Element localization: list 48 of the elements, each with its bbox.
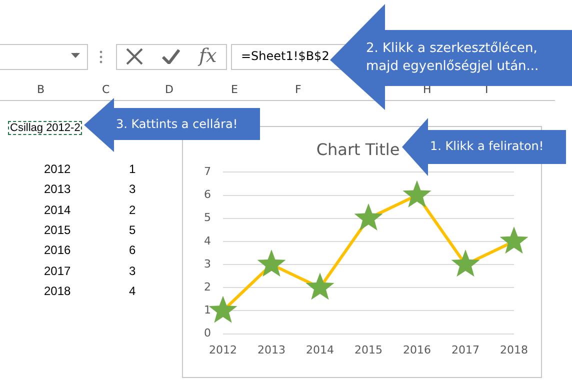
- text: =Sheet1!$B$2: [241, 49, 330, 63]
- text: 2014: [44, 202, 71, 217]
- text: D: [165, 83, 174, 96]
- text: 1: [129, 162, 136, 176]
- y-tick-label: 7: [204, 165, 211, 178]
- y-tick-label: 2: [204, 280, 211, 294]
- text: Csillag 2012-2: [8, 121, 82, 135]
- text: 3: [129, 182, 136, 196]
- text: 3: [129, 264, 136, 278]
- text: fx: [199, 45, 217, 67]
- y-tick-label: 3: [204, 257, 211, 270]
- text: E: [231, 83, 238, 96]
- text: B: [37, 83, 45, 96]
- point: [208, 296, 238, 323]
- point: [257, 250, 286, 277]
- text: 2015: [44, 222, 71, 237]
- text: 4: [129, 284, 136, 298]
- x-tick-label: 2018: [500, 343, 528, 356]
- point: [500, 226, 528, 254]
- text: 5: [129, 222, 136, 237]
- point: [402, 180, 432, 208]
- y-tick-label: 6: [204, 188, 211, 202]
- y-tick-label: 4: [204, 234, 211, 248]
- text: 2016: [44, 243, 71, 258]
- y-tick-label: 0: [204, 326, 211, 340]
- text: 2017: [44, 264, 71, 278]
- point: [354, 203, 383, 231]
- point: [306, 272, 334, 300]
- text: C: [102, 83, 110, 96]
- text: 1. Klikk a feliraton!: [430, 139, 544, 153]
- chart-title: Chart Title: [316, 140, 400, 159]
- text: 2: [129, 202, 136, 217]
- text: 6: [129, 243, 136, 258]
- x-tick-label: 2015: [354, 343, 382, 356]
- x-tick-label: 2017: [452, 343, 480, 356]
- text: 3. Kattints a cellára!: [116, 117, 238, 131]
- x-tick-label: 2014: [306, 343, 334, 356]
- x-tick-label: 2012: [209, 343, 237, 356]
- text: 2013: [44, 182, 71, 196]
- x-tick-label: 2016: [403, 343, 431, 356]
- point: [451, 250, 480, 277]
- text: F: [295, 83, 302, 96]
- text: 2012: [44, 162, 71, 176]
- x-tick-label: 2013: [258, 343, 286, 356]
- y-tick-label: 1: [204, 304, 211, 317]
- text: 2018: [44, 284, 71, 298]
- text: 2. Klikk a szerkesztőlécen, majd egyenlőségjel után...: [366, 40, 539, 74]
- y-tick-label: 5: [204, 211, 211, 224]
